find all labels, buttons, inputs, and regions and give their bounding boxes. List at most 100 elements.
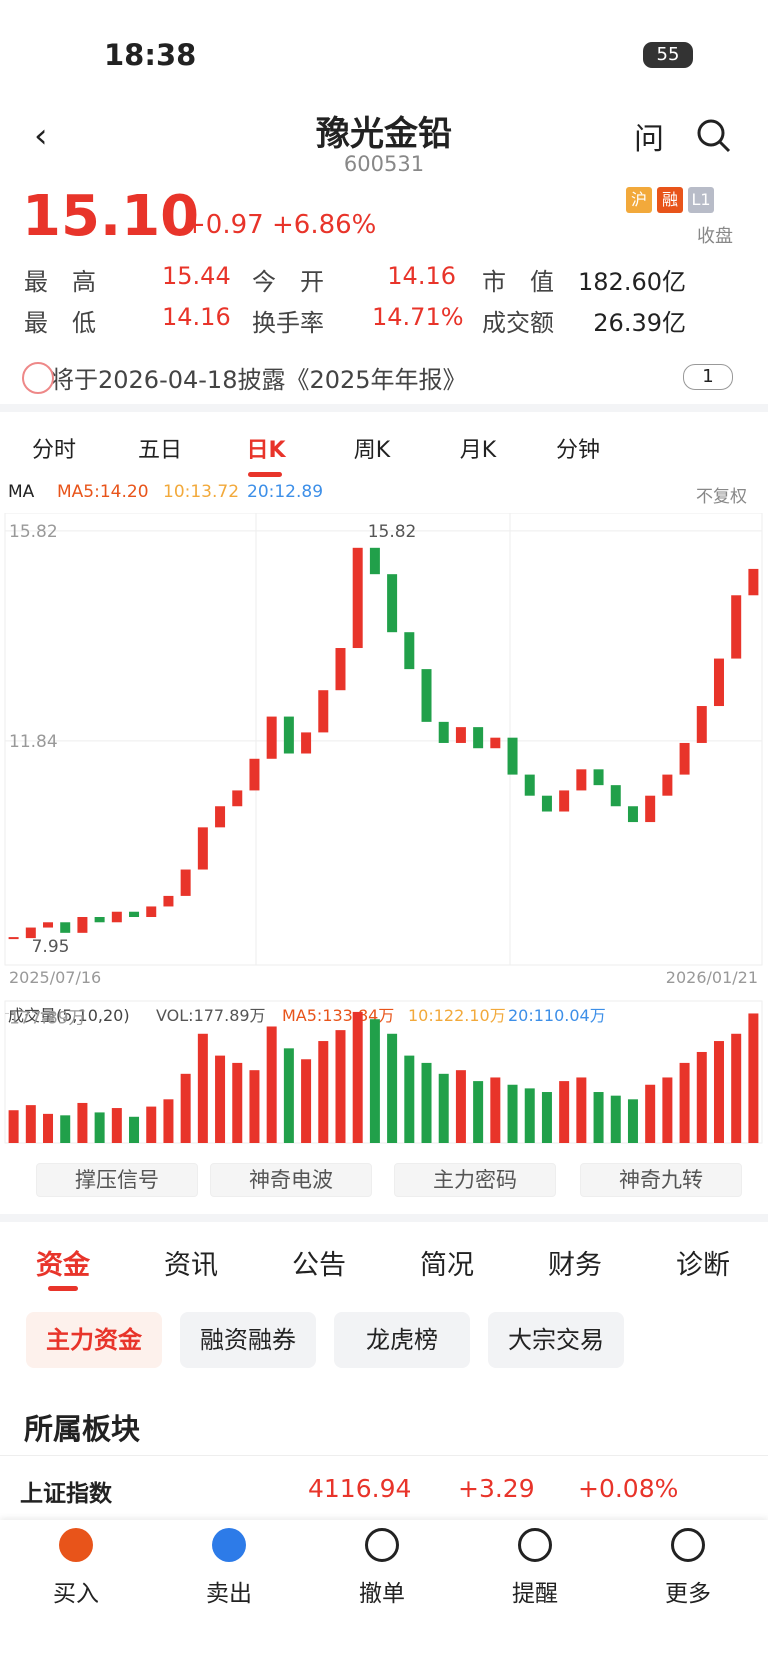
period-tab[interactable]: 月K <box>459 438 497 463</box>
volume-bar <box>627 1099 638 1143</box>
volume-bar <box>249 1070 260 1143</box>
period-tab[interactable]: 日K <box>246 438 286 463</box>
volume-bar <box>593 1092 604 1143</box>
candle <box>60 922 71 933</box>
y-tick-label: 11.84 <box>9 732 58 752</box>
tab-indicator <box>48 1286 78 1291</box>
tool-button[interactable]: 主力密码 <box>394 1163 556 1197</box>
notice-count[interactable]: 1 <box>683 364 733 390</box>
volume-bar <box>301 1059 312 1143</box>
volume-legend: 成交量(5,10,20) <box>8 1006 130 1025</box>
volume-bar <box>662 1077 673 1143</box>
candle <box>455 727 466 743</box>
section-tab[interactable]: 简况 <box>420 1250 474 1281</box>
candle <box>249 758 260 791</box>
section-tab[interactable]: 财务 <box>548 1250 602 1281</box>
sector-cell: +0.08% <box>578 1474 679 1503</box>
sub-tab[interactable]: 大宗交易 <box>488 1312 624 1368</box>
x-tick-label: 2026/01/21 <box>666 968 758 987</box>
volume-bar <box>266 1026 277 1143</box>
nav-label[interactable]: 撤单 <box>359 1581 405 1607</box>
ask-button[interactable]: 问 <box>634 122 664 157</box>
volume-bar <box>559 1081 570 1143</box>
volume-bar <box>645 1084 656 1143</box>
stat-label: 最 低 <box>24 309 96 337</box>
candle <box>421 669 432 722</box>
ma5: MA5:14.20 <box>57 482 149 502</box>
candle <box>387 574 398 633</box>
candle <box>163 895 174 907</box>
period-tab[interactable]: 分时 <box>31 438 77 463</box>
nav-label[interactable]: 提醒 <box>512 1581 558 1607</box>
volume-bar <box>696 1051 707 1143</box>
candle <box>627 806 638 823</box>
volume-legend: VOL:177.89万 <box>156 1006 266 1025</box>
price: 15.10 <box>22 184 200 249</box>
nav-label[interactable]: 卖出 <box>206 1581 252 1607</box>
plot-frame <box>4 513 763 966</box>
candle <box>610 785 621 807</box>
section-tab[interactable]: 资金 <box>36 1250 90 1281</box>
period-tab[interactable]: 五日 <box>137 438 183 463</box>
tool-button[interactable]: 神奇九转 <box>580 1163 742 1197</box>
search-icon[interactable] <box>694 116 734 156</box>
volume-bar <box>283 1048 294 1143</box>
candle <box>696 706 707 743</box>
change-pct: +6.86% <box>272 210 377 240</box>
candle <box>507 737 518 775</box>
volume-bar <box>524 1088 535 1143</box>
candle <box>645 795 656 823</box>
volume-bar <box>197 1033 208 1143</box>
volume-bar <box>713 1041 724 1143</box>
back-button[interactable]: ‹ <box>34 116 48 156</box>
section-tab[interactable]: 诊断 <box>676 1250 730 1281</box>
change: +0.97 <box>184 210 264 240</box>
volume-bar <box>111 1108 122 1143</box>
stat-value: 14.16 <box>387 262 456 290</box>
candle <box>283 716 294 754</box>
candle <box>25 927 36 939</box>
volume-bar <box>335 1030 346 1143</box>
sector-cell: 上证指数 <box>20 1481 112 1507</box>
candle <box>94 917 105 923</box>
sub-tab[interactable]: 龙虎榜 <box>334 1312 470 1368</box>
section-tab[interactable]: 资讯 <box>164 1250 218 1281</box>
tool-button[interactable]: 撑压信号 <box>36 1163 198 1197</box>
nav-label[interactable]: 更多 <box>665 1581 711 1607</box>
low-label: 7.95 <box>32 937 70 957</box>
volume-bar <box>318 1041 329 1143</box>
nav-icon[interactable] <box>671 1528 705 1562</box>
volume-bar <box>455 1070 466 1143</box>
divider <box>0 1455 768 1456</box>
kline-chart: 15.82 11.84 2025/07/16 2026/01/21 15.82 7.95 成… <box>4 513 763 1144</box>
stat-value: 14.71% <box>372 303 464 331</box>
period-tab[interactable]: 分钟 <box>555 438 601 463</box>
badge: 融 <box>657 187 683 213</box>
volume-bar <box>129 1116 140 1143</box>
adjust[interactable]: 不复权 <box>696 487 747 507</box>
period-tab[interactable]: 周K <box>353 438 391 463</box>
sub-tab[interactable]: 融资融券 <box>180 1312 316 1368</box>
notice[interactable]: 将于2026-04-18披露《2025年年报》 <box>50 366 467 394</box>
sub-tab[interactable]: 主力资金 <box>26 1312 162 1368</box>
volume-legend: 10:122.10万 <box>408 1006 506 1025</box>
volume-bar <box>94 1112 105 1143</box>
section-tab[interactable]: 公告 <box>292 1250 346 1281</box>
y-tick-label: 15.82 <box>9 522 58 542</box>
candle <box>318 690 329 733</box>
nav-icon[interactable] <box>212 1528 246 1562</box>
stat-label: 今 开 <box>252 268 324 296</box>
tool-button[interactable]: 神奇电波 <box>210 1163 372 1197</box>
stat-label: 最 高 <box>24 268 96 296</box>
nav-icon[interactable] <box>59 1528 93 1562</box>
battery: 55 <box>643 42 693 68</box>
nav-icon[interactable] <box>518 1528 552 1562</box>
volume-bar <box>352 1011 363 1143</box>
volume-bar <box>473 1081 484 1143</box>
status-time: 18:38 <box>104 38 197 72</box>
candle <box>197 827 208 870</box>
nav-label[interactable]: 买入 <box>53 1581 99 1607</box>
candle <box>541 795 552 812</box>
nav-icon[interactable] <box>365 1528 399 1562</box>
